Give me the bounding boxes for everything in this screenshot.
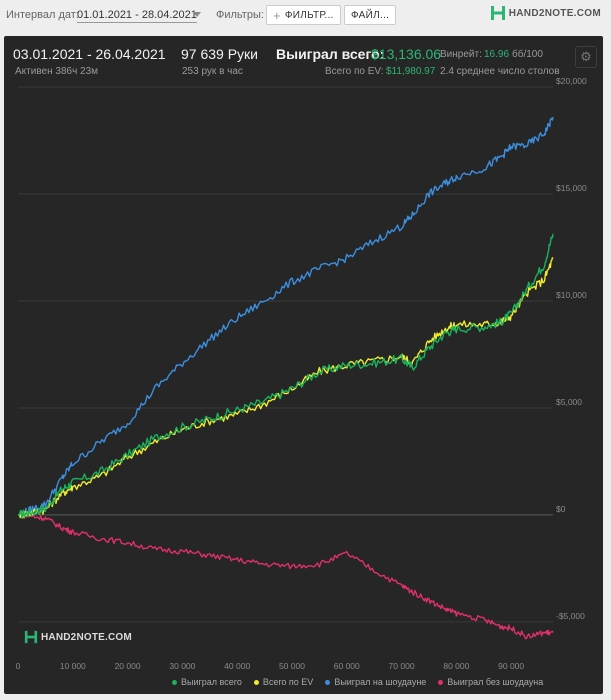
x-tick-label: 0 xyxy=(16,661,21,671)
x-tick-label: 60 000 xyxy=(334,661,360,671)
y-tick-label: -$5,000 xyxy=(556,611,585,621)
period-text: 03.01.2021 - 26.04.2021 xyxy=(13,46,166,62)
hands-per-hour: 253 рук в час xyxy=(182,66,243,77)
x-tick-label: 80 000 xyxy=(443,661,469,671)
y-tick-label: $5,000 xyxy=(556,397,582,407)
watermark: HAND2NOTE.COM xyxy=(24,630,132,644)
legend-item-non-showdown[interactable]: Выиграл без шоудауна xyxy=(438,677,543,687)
stats-bar: 03.01.2021 - 26.04.2021 Активен 386ч 23м… xyxy=(4,36,603,86)
toolbar: Интервал дат: 01.01.2021 - 28.04.2021 Фи… xyxy=(0,0,611,30)
legend-item-showdown[interactable]: Выиграл на шоудауне xyxy=(325,677,426,687)
series-line-non-showdown xyxy=(17,512,554,640)
date-range-selector[interactable]: 01.01.2021 - 28.04.2021 xyxy=(77,9,197,23)
winrate-value: 16.96 xyxy=(484,49,510,60)
series-line-showdown xyxy=(17,116,554,517)
winrate-label: Винрейт: xyxy=(440,49,482,60)
active-time: Активен 386ч 23м xyxy=(15,66,99,77)
tables-avg: 2.4 среднее число столов xyxy=(440,66,560,77)
legend-label: Выиграл на шоудауне xyxy=(334,677,427,687)
brand-name: HAND2NOTE.COM xyxy=(508,7,601,19)
hand2note-watermark-icon xyxy=(24,630,38,644)
won-total-label: Выиграл всего: xyxy=(276,46,385,62)
x-tick-label: 70 000 xyxy=(389,661,415,671)
profit-chart: -$5,000 $0 $5,000 $10,000 $15,000 $20,000 0 10 … xyxy=(16,76,587,671)
chart-legend: Выиграл всего Всего по EV Выиграл на шоуда… xyxy=(172,677,555,687)
x-tick-label: 40 000 xyxy=(224,661,250,671)
gear-icon: ⚙ xyxy=(580,49,592,64)
y-tick-label: $0 xyxy=(556,504,566,514)
series-line-won-total xyxy=(17,233,554,519)
chevron-down-icon[interactable] xyxy=(193,12,201,17)
winrate-unit: бб/100 xyxy=(512,49,543,60)
legend-dot xyxy=(325,679,331,685)
hands-count: 97 639 Руки xyxy=(181,46,258,62)
won-total-value: $13,136.06 xyxy=(371,46,442,62)
y-tick-label: $20,000 xyxy=(556,76,587,86)
legend-label: Всего по EV xyxy=(262,677,314,687)
y-tick-label: $10,000 xyxy=(556,290,587,300)
graph-panel: 03.01.2021 - 26.04.2021 Активен 386ч 23м… xyxy=(4,36,603,694)
ev-value: $11,980.97 xyxy=(386,66,436,77)
filters-button-label: ФИЛЬТР... xyxy=(284,9,334,21)
legend-dot xyxy=(253,679,259,685)
legend-dot xyxy=(438,679,444,685)
legend-item-ev[interactable]: Всего по EV xyxy=(253,677,314,687)
filters-button[interactable]: + ФИЛЬТР... xyxy=(266,5,341,25)
x-tick-label: 30 000 xyxy=(169,661,195,671)
x-tick-label: 20 000 xyxy=(115,661,141,671)
filters-label: Фильтры: xyxy=(216,9,264,21)
hand2note-logo-icon xyxy=(490,6,505,20)
legend-dot xyxy=(172,679,177,685)
legend-label: Выиграл без шоудауна xyxy=(447,677,544,687)
legend-item-won-total[interactable]: Выиграл всего xyxy=(172,677,242,687)
ev-label: Всего по EV: xyxy=(325,66,384,77)
brand-logo: HAND2NOTE.COM xyxy=(490,5,601,21)
plus-icon: + xyxy=(273,7,281,23)
x-tick-label: 50 000 xyxy=(279,661,305,671)
files-button-label: ФАЙЛ... xyxy=(351,9,390,21)
x-tick-label: 10 000 xyxy=(60,661,86,671)
settings-button[interactable]: ⚙ xyxy=(575,46,597,68)
watermark-text: HAND2NOTE.COM xyxy=(41,631,132,643)
interval-label: Интервал дат: xyxy=(6,9,79,21)
files-button[interactable]: ФАЙЛ... xyxy=(344,5,397,25)
series-line-ev xyxy=(17,257,554,519)
x-tick-label: 90 000 xyxy=(498,661,524,671)
y-tick-label: $15,000 xyxy=(556,183,587,193)
legend-label: Выиграл всего xyxy=(181,677,242,687)
